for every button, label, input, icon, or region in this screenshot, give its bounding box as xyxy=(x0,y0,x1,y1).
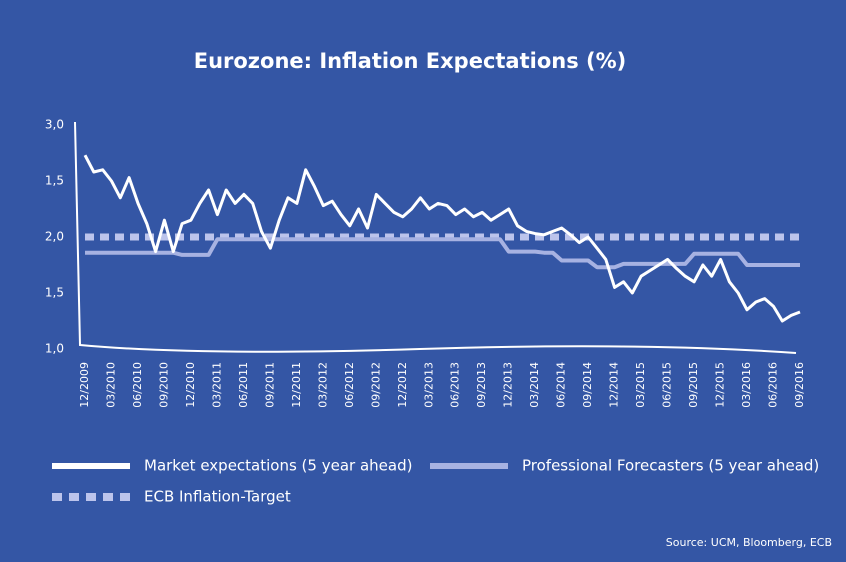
x-tick-label: 12/2015 xyxy=(714,362,727,408)
x-tick-label: 09/2010 xyxy=(157,362,170,408)
legend-label: Market expectations (5 year ahead) xyxy=(144,457,412,475)
x-tick-label: 06/2013 xyxy=(449,362,462,408)
y-tick-label: 1,0 xyxy=(45,342,64,356)
x-tick-label: 06/2012 xyxy=(343,362,356,408)
y-tick-label: 1,5 xyxy=(45,174,64,188)
y-tick-label: 3,0 xyxy=(45,118,64,132)
x-tick-label: 09/2011 xyxy=(263,362,276,408)
x-tick-label: 03/2013 xyxy=(422,362,435,408)
series-line xyxy=(85,237,800,270)
x-tick-label: 06/2011 xyxy=(237,362,250,408)
x-tick-label: 03/2010 xyxy=(104,362,117,408)
x-tick-label: 09/2016 xyxy=(793,362,806,408)
x-tick-label: 03/2016 xyxy=(740,362,753,408)
x-tick-label: 06/2014 xyxy=(555,362,568,408)
x-tick-label: 12/2013 xyxy=(502,362,515,408)
y-tick-label: 2,0 xyxy=(45,230,64,244)
x-tick-label: 09/2014 xyxy=(581,362,594,408)
x-tick-label: 06/2010 xyxy=(131,362,144,408)
x-tick-label: 06/2016 xyxy=(767,362,780,408)
x-tick-label: 12/2010 xyxy=(184,362,197,408)
x-tick-label: 06/2015 xyxy=(661,362,674,408)
x-tick-label: 09/2013 xyxy=(475,362,488,408)
x-tick-label: 03/2012 xyxy=(316,362,329,408)
x-tick-label: 03/2015 xyxy=(634,362,647,408)
x-tick-label: 12/2014 xyxy=(608,362,621,408)
series-line xyxy=(83,154,801,323)
x-tick-label: 09/2012 xyxy=(369,362,382,408)
x-tick-label: 03/2014 xyxy=(528,362,541,408)
x-tick-label: 09/2015 xyxy=(687,362,700,408)
axis-line xyxy=(74,121,797,354)
x-tick-label: 12/2009 xyxy=(78,362,91,408)
y-tick-label: 1,5 xyxy=(45,286,64,300)
x-tick-label: 12/2011 xyxy=(290,362,303,408)
chart-title: Eurozone: Inflation Expectations (%) xyxy=(194,49,627,73)
source: Source: UCM, Bloomberg, ECB xyxy=(666,536,832,549)
x-tick-label: 12/2012 xyxy=(396,362,409,408)
legend-label: ECB Inflation-Target xyxy=(144,488,291,506)
legend-label: Professional Forecasters (5 year ahead) xyxy=(522,457,819,475)
x-tick-label: 03/2011 xyxy=(210,362,223,408)
